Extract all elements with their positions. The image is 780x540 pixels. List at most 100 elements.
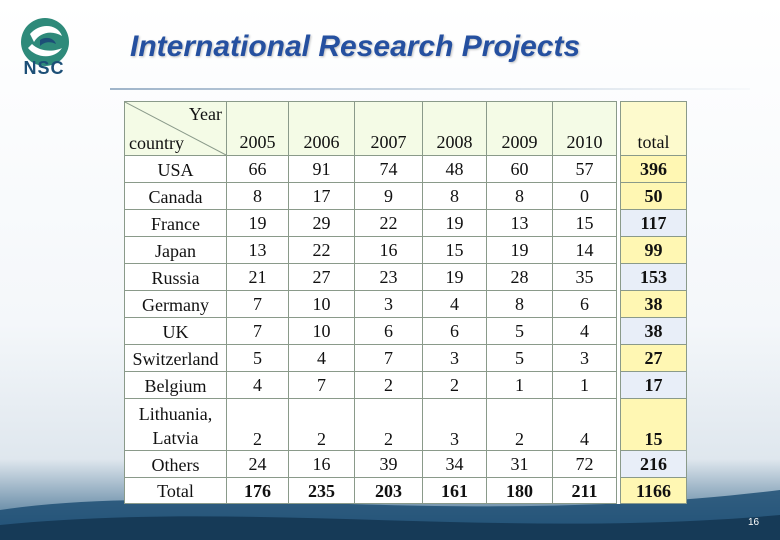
total-cell: 117 bbox=[620, 209, 687, 237]
value-cell: 34 bbox=[422, 450, 487, 478]
value-cell: 10 bbox=[288, 317, 355, 345]
value-cell: 91 bbox=[288, 155, 355, 183]
table-row: Others 24 16 39 34 31 72 216 bbox=[124, 450, 687, 478]
table-row: Canada 8 17 9 8 8 0 50 bbox=[124, 182, 687, 210]
value-cell: 31 bbox=[486, 450, 553, 478]
value-cell: 8 bbox=[422, 182, 487, 210]
value-cell: 9 bbox=[354, 182, 423, 210]
value-cell: 0 bbox=[552, 182, 617, 210]
table-row: Belgium 4 7 2 2 1 1 17 bbox=[124, 371, 687, 399]
value-cell: 2 bbox=[486, 398, 553, 451]
country-cell: Russia bbox=[124, 263, 227, 291]
year-header: 2006 bbox=[288, 101, 355, 156]
title-divider bbox=[110, 88, 750, 90]
country-cell: Canada bbox=[124, 182, 227, 210]
value-cell: 19 bbox=[422, 263, 487, 291]
table-row: France 19 29 22 19 13 15 117 bbox=[124, 209, 687, 237]
country-label: Canada bbox=[148, 187, 203, 207]
country-label: Lithuania, Latvia bbox=[138, 404, 213, 448]
value-cell: 3 bbox=[422, 344, 487, 372]
total-cell: 153 bbox=[620, 263, 687, 291]
total-cell: 50 bbox=[620, 182, 687, 210]
value-cell: 6 bbox=[552, 290, 617, 318]
table-row: Russia 21 27 23 19 28 35 153 bbox=[124, 263, 687, 291]
country-cell: Belgium bbox=[124, 371, 227, 399]
value-cell: 22 bbox=[354, 209, 423, 237]
value-cell: 8 bbox=[486, 182, 553, 210]
country-cell: UK bbox=[124, 317, 227, 345]
header-row: Year country 2005 2006 2007 2008 2009 20… bbox=[124, 101, 687, 156]
projects-table: Year country 2005 2006 2007 2008 2009 20… bbox=[124, 101, 687, 504]
table-row: Switzerland 5 4 7 3 5 3 27 bbox=[124, 344, 687, 372]
corner-year-label: Year bbox=[188, 104, 222, 124]
value-cell: 60 bbox=[486, 155, 553, 183]
value-cell: 13 bbox=[486, 209, 553, 237]
corner-divider bbox=[125, 102, 226, 155]
total-cell: 99 bbox=[620, 236, 687, 264]
value-cell: 74 bbox=[354, 155, 423, 183]
country-cell: USA bbox=[124, 155, 227, 183]
year-header: 2005 bbox=[226, 101, 289, 156]
country-label: Others bbox=[151, 455, 200, 475]
value-cell: 21 bbox=[226, 263, 289, 291]
country-cell: Switzerland bbox=[124, 344, 227, 372]
year-total-cell: 180 bbox=[486, 477, 553, 504]
value-cell: 8 bbox=[486, 290, 553, 318]
value-cell: 4 bbox=[422, 290, 487, 318]
table-row: Lithuania, Latvia 2 2 2 3 2 4 15 bbox=[124, 398, 687, 451]
value-cell: 39 bbox=[354, 450, 423, 478]
year-total-cell: 176 bbox=[226, 477, 289, 504]
value-cell: 19 bbox=[422, 209, 487, 237]
value-cell: 6 bbox=[354, 317, 423, 345]
country-cell: France bbox=[124, 209, 227, 237]
value-cell: 4 bbox=[552, 317, 617, 345]
corner-header-cell: Year country bbox=[124, 101, 227, 156]
total-cell: 38 bbox=[620, 317, 687, 345]
total-cell: 15 bbox=[620, 398, 687, 451]
country-cell: Lithuania, Latvia bbox=[124, 398, 227, 451]
value-cell: 7 bbox=[288, 371, 355, 399]
value-cell: 4 bbox=[288, 344, 355, 372]
total-cell: 27 bbox=[620, 344, 687, 372]
value-cell: 1 bbox=[552, 371, 617, 399]
country-label: France bbox=[151, 214, 200, 234]
table-row: UK 7 10 6 6 5 4 38 bbox=[124, 317, 687, 345]
value-cell: 57 bbox=[552, 155, 617, 183]
total-cell: 396 bbox=[620, 155, 687, 183]
year-header: 2008 bbox=[422, 101, 487, 156]
value-cell: 3 bbox=[422, 398, 487, 451]
value-cell: 35 bbox=[552, 263, 617, 291]
country-label: USA bbox=[157, 160, 194, 180]
country-label: Belgium bbox=[144, 376, 207, 396]
value-cell: 4 bbox=[552, 398, 617, 451]
year-header: 2009 bbox=[486, 101, 553, 156]
value-cell: 2 bbox=[422, 371, 487, 399]
logo-text: NSC bbox=[23, 58, 65, 78]
value-cell: 72 bbox=[552, 450, 617, 478]
value-cell: 5 bbox=[486, 344, 553, 372]
table-row: Japan 13 22 16 15 19 14 99 bbox=[124, 236, 687, 264]
year-header: 2007 bbox=[354, 101, 423, 156]
year-header: 2010 bbox=[552, 101, 617, 156]
value-cell: 7 bbox=[354, 344, 423, 372]
value-cell: 15 bbox=[422, 236, 487, 264]
value-cell: 17 bbox=[288, 182, 355, 210]
value-cell: 2 bbox=[354, 371, 423, 399]
value-cell: 13 bbox=[226, 236, 289, 264]
table-row: Germany 7 10 3 4 8 6 38 bbox=[124, 290, 687, 318]
grand-total-cell: 1166 bbox=[620, 477, 687, 504]
country-label: Switzerland bbox=[132, 349, 219, 369]
value-cell: 16 bbox=[288, 450, 355, 478]
value-cell: 2 bbox=[226, 398, 289, 451]
value-cell: 19 bbox=[486, 236, 553, 264]
table-row: USA 66 91 74 48 60 57 396 bbox=[124, 155, 687, 183]
country-cell: Japan bbox=[124, 236, 227, 264]
nsc-logo-icon bbox=[21, 18, 69, 66]
year-total-cell: 161 bbox=[422, 477, 487, 504]
value-cell: 4 bbox=[226, 371, 289, 399]
value-cell: 5 bbox=[226, 344, 289, 372]
value-cell: 1 bbox=[486, 371, 553, 399]
total-row: Total 176 235 203 161 180 211 1166 bbox=[124, 477, 687, 504]
value-cell: 19 bbox=[226, 209, 289, 237]
country-label: UK bbox=[162, 322, 189, 342]
